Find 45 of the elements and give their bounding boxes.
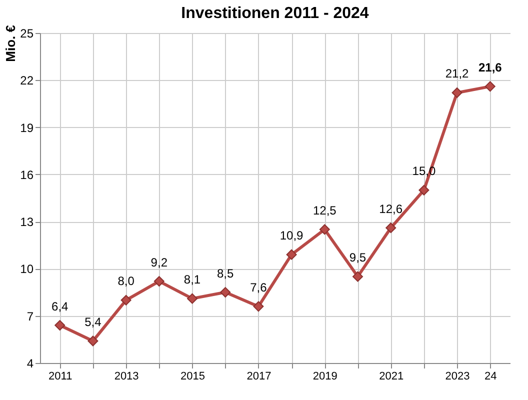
point [286, 249, 297, 260]
point [220, 287, 231, 298]
chart-title: Investitionen 2011 - 2024 [181, 5, 369, 22]
x-tick-label: 2017 [246, 370, 272, 382]
y-tick-label: 4 [26, 356, 34, 370]
x-tick-label: 2013 [114, 370, 139, 382]
point [120, 294, 132, 306]
y-tick-label: 22 [20, 74, 34, 88]
point [54, 320, 66, 331]
data-label: 6,4 [52, 299, 69, 314]
x-tick-label: 24 [484, 370, 497, 382]
y-tick-label: 16 [20, 168, 34, 182]
y-tick-label: 7 [26, 309, 34, 324]
x-tick-label: 2015 [180, 370, 205, 382]
point [154, 276, 164, 287]
data-label: 10,9 [280, 228, 304, 243]
data-label: 21,6 [478, 60, 502, 74]
x-tick-label: 2021 [379, 370, 404, 382]
point [253, 301, 264, 312]
x-tick-label: 2019 [312, 370, 338, 382]
point [88, 336, 98, 346]
point [352, 271, 363, 282]
y-tick-label: 19 [20, 120, 34, 135]
y-axis-title: Mio. € [3, 25, 18, 62]
point [418, 184, 430, 196]
point [319, 224, 330, 235]
data-label: 21,2 [445, 66, 470, 81]
y-tick-label: 10 [20, 262, 34, 276]
point [386, 222, 396, 234]
data-label: 7,6 [250, 280, 268, 294]
x-tick-label: 2011 [48, 370, 72, 382]
point [452, 87, 462, 98]
data-label: 9,2 [150, 255, 168, 270]
data-label: 8,0 [118, 274, 135, 288]
data-label: 12,5 [312, 203, 337, 218]
point [187, 293, 198, 304]
data-label: 12,6 [379, 202, 403, 216]
point [484, 81, 496, 92]
data-label: 8,1 [184, 272, 201, 287]
y-tick-label: 13 [20, 215, 34, 230]
data-label: 8,5 [217, 266, 234, 280]
x-tick-label: 2023 [445, 370, 470, 382]
data-label: 5,4 [84, 315, 102, 329]
y-tick-label: 25 [20, 26, 34, 40]
data-label: 9,5 [349, 250, 366, 265]
